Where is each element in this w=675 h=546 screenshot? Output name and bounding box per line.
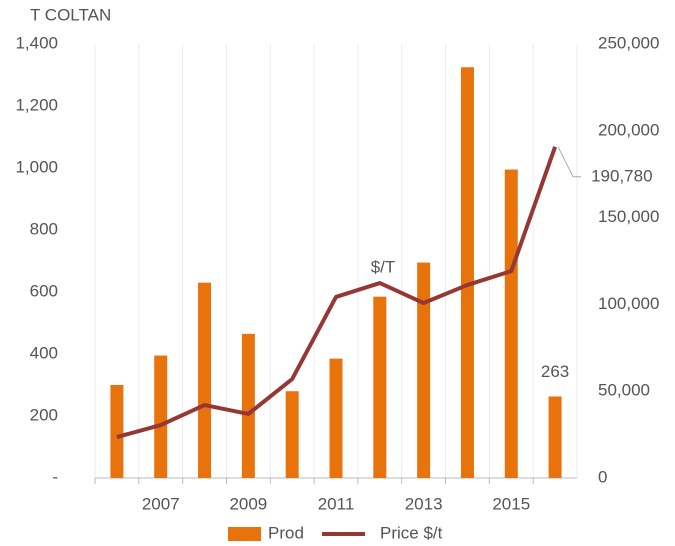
x-tick-label: 2011 (318, 494, 355, 513)
bar (198, 282, 212, 478)
y-tick-label: 1,000 (15, 157, 58, 176)
bar (110, 385, 124, 478)
y-tick-label: 600 (30, 281, 58, 300)
legend-swatch (228, 527, 261, 541)
bar (548, 396, 562, 478)
y-tick-label: 400 (30, 343, 58, 362)
x-tick-label: 2015 (492, 494, 530, 513)
bar (417, 262, 431, 478)
y-axis-label: T COLTAN (30, 5, 111, 24)
data-label: 190,780 (591, 166, 652, 185)
line (116, 146, 557, 439)
bar (329, 358, 343, 478)
x-tick-label: 2013 (405, 494, 443, 513)
y-tick-label: 200 (30, 405, 58, 424)
x-tick-label: 2009 (229, 494, 267, 513)
y2-tick-label: 50,000 (598, 381, 650, 400)
y2-tick-label: 0 (598, 467, 607, 486)
y-tick-label: - (52, 467, 58, 486)
bar (241, 333, 255, 478)
y-tick-label: 800 (30, 219, 58, 238)
bar (504, 169, 518, 479)
y-tick-label: 1,400 (15, 33, 58, 52)
y-tick-label: 1,200 (15, 95, 58, 114)
legend-label: Prod (268, 523, 304, 542)
x-tick-label: 2007 (142, 494, 180, 513)
leader-line (557, 146, 582, 178)
annotation: $/T (371, 257, 396, 276)
bar (460, 67, 474, 478)
data-label: 263 (541, 362, 569, 381)
y2-tick-label: 150,000 (598, 207, 659, 226)
legend-label: Price $/t (380, 523, 443, 542)
y2-tick-label: 200,000 (598, 120, 659, 139)
bar (154, 355, 168, 478)
bar (373, 296, 387, 478)
y2-tick-label: 100,000 (598, 294, 659, 313)
bar (285, 391, 299, 478)
y2-tick-label: 250,000 (598, 33, 659, 52)
